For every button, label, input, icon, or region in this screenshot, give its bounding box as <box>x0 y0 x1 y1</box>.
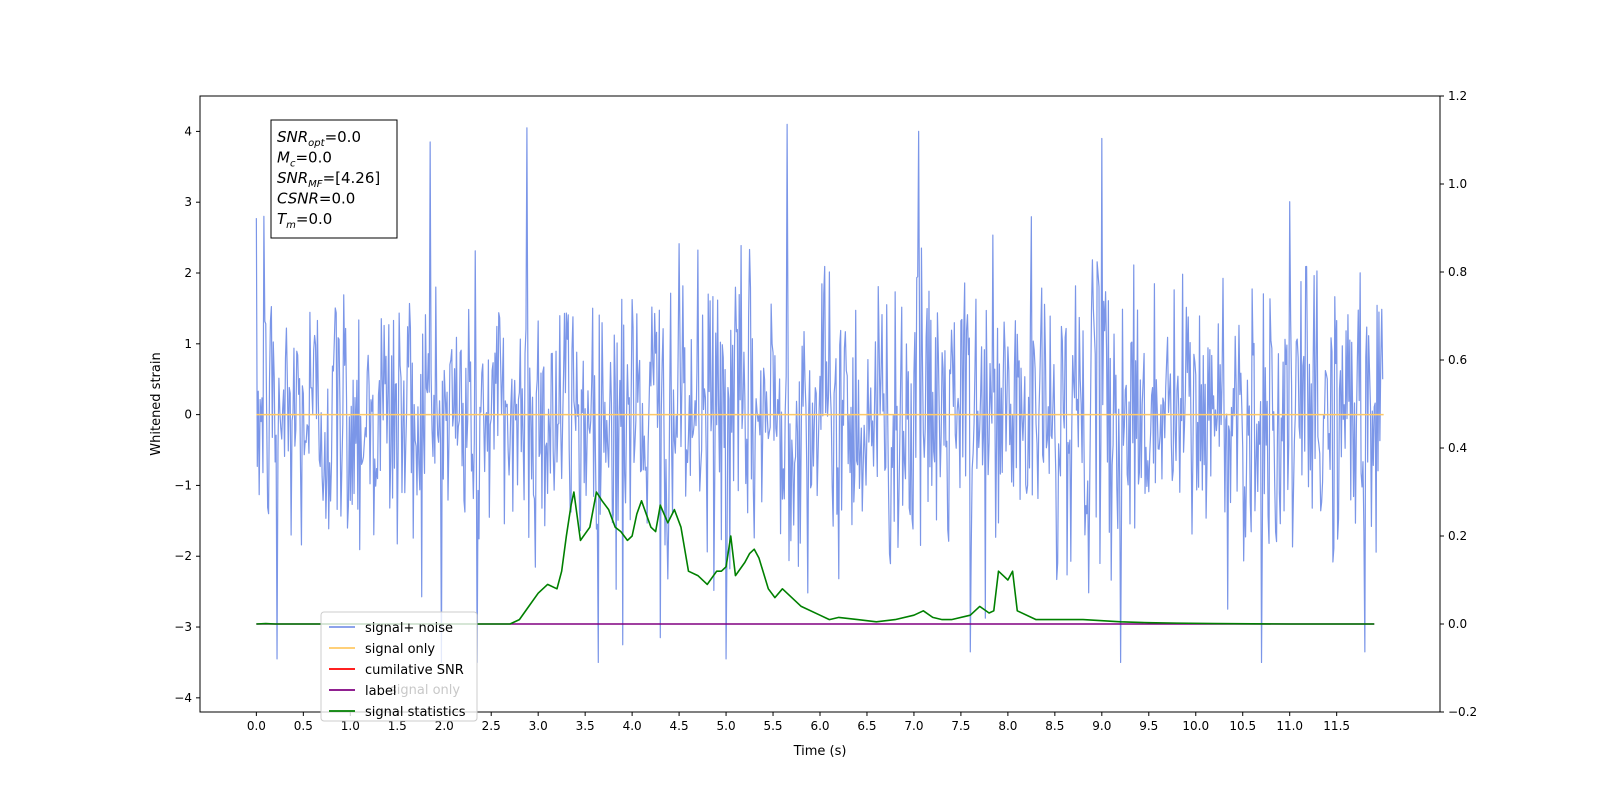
legend-ghost-text: signal only <box>390 683 460 698</box>
legend-label: signal statistics <box>365 705 466 720</box>
annotation-value: =[4.26] <box>323 169 381 187</box>
annotation-subscript: c <box>290 159 296 170</box>
annotation-subscript: opt <box>308 138 325 149</box>
y-tick-label: 2 <box>184 266 192 280</box>
x-tick-label: 8.5 <box>1045 719 1064 733</box>
annotation-symbol: CSNR <box>277 190 319 208</box>
annotation-line: CSNR=0.0 <box>277 190 355 208</box>
x-tick-label: 11.5 <box>1323 719 1350 733</box>
legend: signal only signal+ noise signal only cumil… <box>320 611 478 722</box>
x-tick-label: 3.0 <box>529 719 548 733</box>
x-tick-label: 5.0 <box>717 719 736 733</box>
annotation-box: SNRopt=0.0Mc=0.0SNRMF=[4.26]CSNR=0.0Tm=0… <box>270 119 398 239</box>
x-axis-title: Time (s) <box>793 744 847 759</box>
x-tick-label: 3.5 <box>576 719 595 733</box>
x-tick-label: 1.5 <box>388 719 407 733</box>
legend-label: cumilative SNR <box>365 663 464 678</box>
annotation-symbol: SNR <box>277 128 308 146</box>
annotation-line: SNRMF=[4.26] <box>277 169 380 190</box>
y2-tick-label: 0.0 <box>1448 617 1467 631</box>
series-line-signal-statistics <box>256 491 1375 625</box>
y2-tick-label: 0.2 <box>1448 529 1467 543</box>
annotation-symbol: M <box>277 149 290 167</box>
x-tick-label: 9.0 <box>1092 719 1111 733</box>
x-tick-label: 9.5 <box>1139 719 1158 733</box>
x-tick-label: 0.5 <box>294 719 313 733</box>
x-tick-label: 11.0 <box>1276 719 1303 733</box>
x-tick-label: 1.0 <box>341 719 360 733</box>
annotation-value: =0.0 <box>325 128 361 146</box>
annotation-symbol: SNR <box>277 169 308 187</box>
x-tick-label: 7.0 <box>904 719 923 733</box>
y-axis-right: 1.2 1.0 0.8 0.6 0.4 0.2 0.0 −0.2 <box>1440 89 1477 719</box>
y2-tick-label: 0.4 <box>1448 441 1467 455</box>
y2-tick-label: 0.8 <box>1448 265 1467 279</box>
x-tick-label: 0.0 <box>247 719 266 733</box>
x-tick-label: 4.5 <box>670 719 689 733</box>
annotation-subscript: m <box>286 220 296 231</box>
annotation-line: Mc=0.0 <box>277 149 332 170</box>
y-tick-label: −4 <box>174 691 192 705</box>
legend-label: signal+ noise <box>365 621 453 636</box>
y-tick-label: 0 <box>184 408 192 422</box>
annotation-frame <box>270 119 398 239</box>
annotation-line: Tm=0.0 <box>277 210 332 231</box>
y2-tick-label: −0.2 <box>1448 705 1477 719</box>
x-tick-label: 5.5 <box>763 719 782 733</box>
x-tick-label: 4.0 <box>623 719 642 733</box>
x-tick-label: 2.5 <box>482 719 501 733</box>
annotation-line: SNRopt=0.0 <box>277 128 361 149</box>
y-tick-label: 3 <box>184 195 192 209</box>
series-line-signal-noise <box>255 123 1384 664</box>
y2-tick-label: 1.0 <box>1448 177 1467 191</box>
y-tick-label: 4 <box>184 124 192 138</box>
x-tick-label: 10.0 <box>1182 719 1209 733</box>
legend-label: label <box>365 684 396 699</box>
x-tick-label: 7.5 <box>951 719 970 733</box>
x-tick-label: 6.5 <box>857 719 876 733</box>
annotation-symbol: T <box>277 210 288 228</box>
annotation-value: =0.0 <box>296 210 332 228</box>
annotation-value: =0.0 <box>295 149 331 167</box>
y-tick-label: −1 <box>174 478 192 492</box>
annotation-subscript: MF <box>308 179 323 190</box>
y-tick-label: 1 <box>184 337 192 351</box>
y-tick-label: −3 <box>174 620 192 634</box>
x-axis: 0.0 0.5 1.0 1.5 2.0 2.5 3.0 3.5 4.0 4.5 5.0 5.5 6.0 6… <box>247 712 1350 733</box>
legend-frame <box>320 611 478 722</box>
y2-tick-label: 0.6 <box>1448 353 1467 367</box>
x-tick-label: 8.0 <box>998 719 1017 733</box>
legend-label: signal only <box>365 642 435 657</box>
x-tick-label: 10.5 <box>1229 719 1256 733</box>
y-axis-title: Whitened strain <box>149 352 164 455</box>
annotation-value: =0.0 <box>319 190 355 208</box>
y2-tick-label: 1.2 <box>1448 89 1467 103</box>
x-tick-label: 2.0 <box>435 719 454 733</box>
y-tick-label: −2 <box>174 549 192 563</box>
x-tick-label: 6.0 <box>810 719 829 733</box>
y-axis-left: 4 3 2 1 0 −1 −2 −3 −4 <box>174 124 200 705</box>
